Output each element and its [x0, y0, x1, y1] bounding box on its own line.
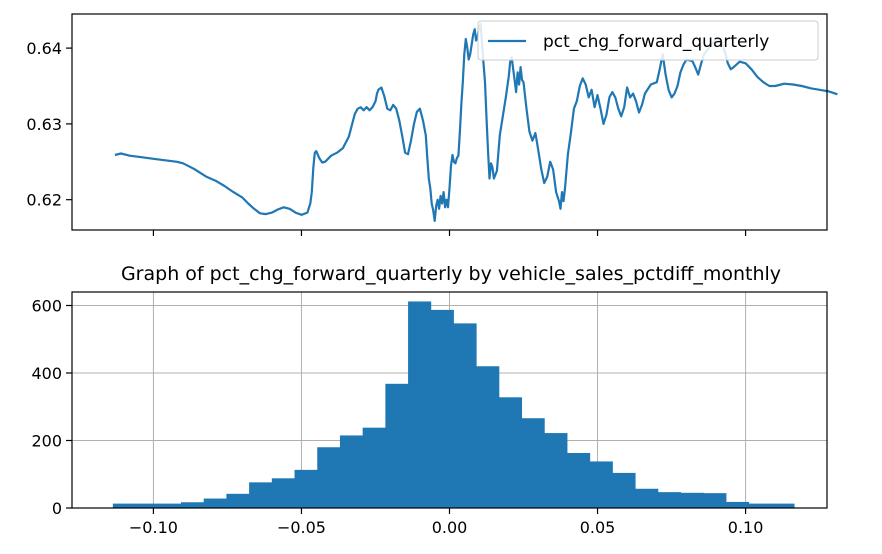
histogram-bar: [771, 503, 795, 508]
histogram-panel: Graph of pct_chg_forward_quarterly by ve…: [31, 263, 828, 537]
histogram-bar: [748, 503, 772, 508]
legend: pct_chg_forward_quarterly: [477, 20, 819, 61]
series-line: [114, 22, 838, 222]
bottom-x-tick-label: 0.10: [728, 518, 764, 537]
histogram-bar: [430, 309, 454, 508]
legend-label: pct_chg_forward_quarterly: [543, 32, 769, 52]
histogram-bar: [362, 427, 386, 508]
histogram-bar: [135, 503, 159, 508]
bottom-x-tick-label: 0.00: [432, 518, 468, 537]
line-chart-panel: 0.62 0.63 0.64 pct_chg_forward_quarterly: [26, 13, 838, 236]
top-y-tick-label: 0.64: [26, 39, 62, 58]
histogram-bar: [680, 492, 704, 508]
top-y-tick-label: 0.63: [26, 115, 62, 134]
histogram-bar: [635, 488, 659, 508]
histogram-bar: [521, 418, 545, 508]
legend-box: [477, 20, 819, 61]
histogram-bar: [317, 447, 341, 508]
chart-title: Graph of pct_chg_forward_quarterly by ve…: [121, 263, 781, 285]
bottom-plot-frame: [71, 291, 828, 509]
bottom-x-tick-label: −0.05: [277, 518, 326, 537]
top-y-tick-label: 0.62: [26, 191, 62, 210]
histogram-bar: [112, 503, 136, 508]
bottom-y-tick-label: 400: [31, 364, 62, 383]
histogram-bar: [657, 492, 681, 508]
histogram-bar: [339, 435, 364, 508]
bottom-x-tick-label: 0.05: [580, 518, 616, 537]
histogram-bar: [158, 503, 182, 508]
histogram-bar: [271, 478, 295, 508]
histogram-bar: [612, 472, 636, 508]
histogram-bar: [476, 366, 500, 508]
histogram-bar: [589, 461, 613, 508]
bottom-y-tick-label: 600: [31, 297, 62, 316]
histogram-bar: [544, 433, 568, 508]
histogram-bar: [567, 452, 591, 508]
top-plot-frame: [71, 13, 828, 231]
histogram-bar: [203, 498, 227, 508]
bottom-x-tick-label: −0.10: [129, 518, 178, 537]
histogram-bar: [498, 397, 523, 508]
histogram-bar: [180, 502, 205, 508]
histogram-bar: [385, 383, 409, 508]
bottom-y-tick-label: 0: [52, 499, 62, 518]
histogram-bar: [453, 323, 477, 508]
histogram-bar: [249, 482, 273, 508]
histogram-bar: [726, 501, 750, 508]
histogram-bar: [226, 493, 250, 508]
histogram-bar: [703, 493, 727, 508]
histogram-bar: [408, 301, 432, 508]
bottom-y-tick-label: 200: [31, 432, 62, 451]
histogram-bar: [294, 469, 318, 508]
